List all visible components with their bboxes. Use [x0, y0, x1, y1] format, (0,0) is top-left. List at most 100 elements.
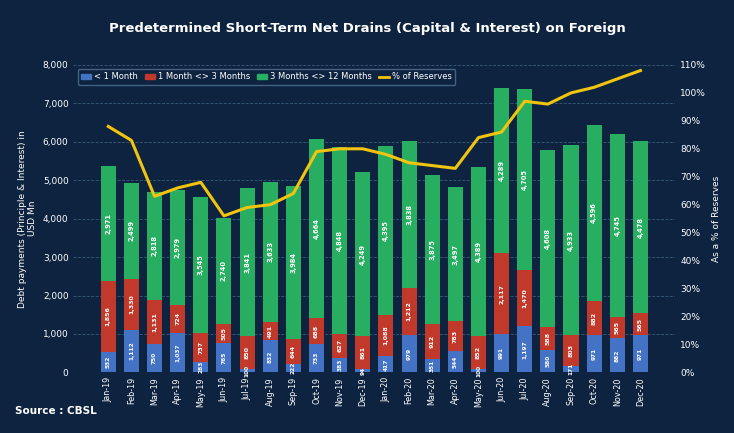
Bar	[379, 314, 393, 356]
Text: 3,633: 3,633	[267, 241, 273, 262]
Bar	[471, 167, 486, 336]
Bar	[239, 336, 255, 368]
Bar	[564, 366, 578, 372]
Text: 3,545: 3,545	[198, 255, 204, 275]
Bar	[379, 356, 393, 372]
Bar	[124, 330, 139, 372]
Text: 3,875: 3,875	[429, 239, 435, 260]
Text: 4,478: 4,478	[637, 217, 644, 238]
Text: 588: 588	[545, 332, 550, 346]
Y-axis label: As a % of Reserves: As a % of Reserves	[711, 175, 721, 262]
Bar	[610, 317, 625, 339]
Text: 3,838: 3,838	[406, 204, 412, 225]
Bar	[286, 364, 301, 372]
Text: 4,395: 4,395	[383, 220, 389, 241]
Bar	[147, 192, 162, 300]
Bar	[379, 145, 393, 314]
Bar	[633, 141, 648, 313]
Text: 351: 351	[429, 359, 435, 372]
Text: 580: 580	[545, 355, 550, 367]
Bar	[401, 288, 417, 335]
Bar	[494, 88, 509, 253]
Text: 882: 882	[615, 349, 619, 362]
Text: 2,818: 2,818	[151, 236, 158, 256]
Text: 94: 94	[360, 366, 366, 375]
Bar	[217, 323, 231, 343]
Text: 2,740: 2,740	[221, 260, 227, 281]
Text: 1,856: 1,856	[106, 306, 111, 326]
Bar	[239, 188, 255, 336]
Bar	[517, 326, 532, 372]
Bar	[540, 350, 556, 372]
Bar	[286, 339, 301, 364]
Bar	[217, 218, 231, 323]
Text: 2,499: 2,499	[128, 220, 134, 241]
Bar	[147, 300, 162, 343]
Text: 4,848: 4,848	[337, 230, 343, 251]
Text: 850: 850	[244, 346, 250, 359]
Bar	[147, 343, 162, 372]
Bar	[170, 333, 185, 372]
Bar	[332, 358, 347, 372]
Bar	[494, 334, 509, 372]
Bar	[401, 335, 417, 372]
Bar	[471, 368, 486, 372]
Bar	[610, 134, 625, 317]
Bar	[217, 343, 231, 372]
Text: 532: 532	[106, 356, 111, 368]
Bar	[355, 369, 370, 372]
Text: 912: 912	[429, 335, 435, 348]
Text: 4,249: 4,249	[360, 243, 366, 265]
Text: 991: 991	[499, 347, 504, 359]
Text: 505: 505	[222, 327, 227, 340]
Bar	[263, 340, 277, 372]
Bar	[124, 278, 139, 330]
Bar	[425, 175, 440, 324]
Text: 1,330: 1,330	[129, 294, 134, 314]
Bar	[564, 145, 578, 335]
Text: 627: 627	[337, 339, 342, 352]
Bar	[425, 324, 440, 359]
Bar	[101, 281, 116, 352]
Text: 1,131: 1,131	[152, 312, 157, 332]
Text: 2,979: 2,979	[175, 237, 181, 258]
Text: 383: 383	[337, 359, 342, 371]
Text: 4,608: 4,608	[545, 229, 550, 249]
Text: 971: 971	[592, 348, 597, 360]
Text: 1,037: 1,037	[175, 343, 180, 362]
Text: 2,117: 2,117	[499, 284, 504, 304]
Text: 100: 100	[244, 365, 250, 377]
Bar	[193, 333, 208, 362]
Bar	[239, 368, 255, 372]
Bar	[170, 305, 185, 333]
Text: 3,497: 3,497	[452, 244, 458, 265]
Text: 765: 765	[222, 352, 227, 364]
Legend: < 1 Month, 1 Month <> 3 Months, 3 Months <> 12 Months, % of Reserves: < 1 Month, 1 Month <> 3 Months, 3 Months…	[78, 69, 455, 85]
Bar	[309, 139, 324, 318]
Text: 100: 100	[476, 365, 481, 377]
Bar	[355, 172, 370, 336]
Text: 4,664: 4,664	[313, 218, 319, 239]
Bar	[633, 335, 648, 372]
Text: 750: 750	[152, 352, 157, 364]
Bar	[193, 197, 208, 333]
Bar	[540, 150, 556, 327]
Text: 544: 544	[453, 356, 458, 368]
Text: 222: 222	[291, 362, 296, 374]
Text: 783: 783	[453, 330, 458, 343]
Text: 4,705: 4,705	[522, 169, 528, 190]
Text: 832: 832	[268, 350, 273, 362]
Bar	[309, 318, 324, 344]
Bar	[586, 301, 602, 335]
Bar	[101, 352, 116, 372]
Text: 852: 852	[476, 346, 481, 359]
Text: 979: 979	[407, 348, 412, 360]
Text: 688: 688	[314, 324, 319, 338]
Bar	[401, 141, 417, 288]
Bar	[170, 190, 185, 305]
Bar	[517, 270, 532, 326]
Text: Source : CBSL: Source : CBSL	[15, 406, 96, 417]
Text: 4,745: 4,745	[614, 215, 620, 236]
Bar	[448, 321, 463, 352]
Bar	[540, 327, 556, 350]
